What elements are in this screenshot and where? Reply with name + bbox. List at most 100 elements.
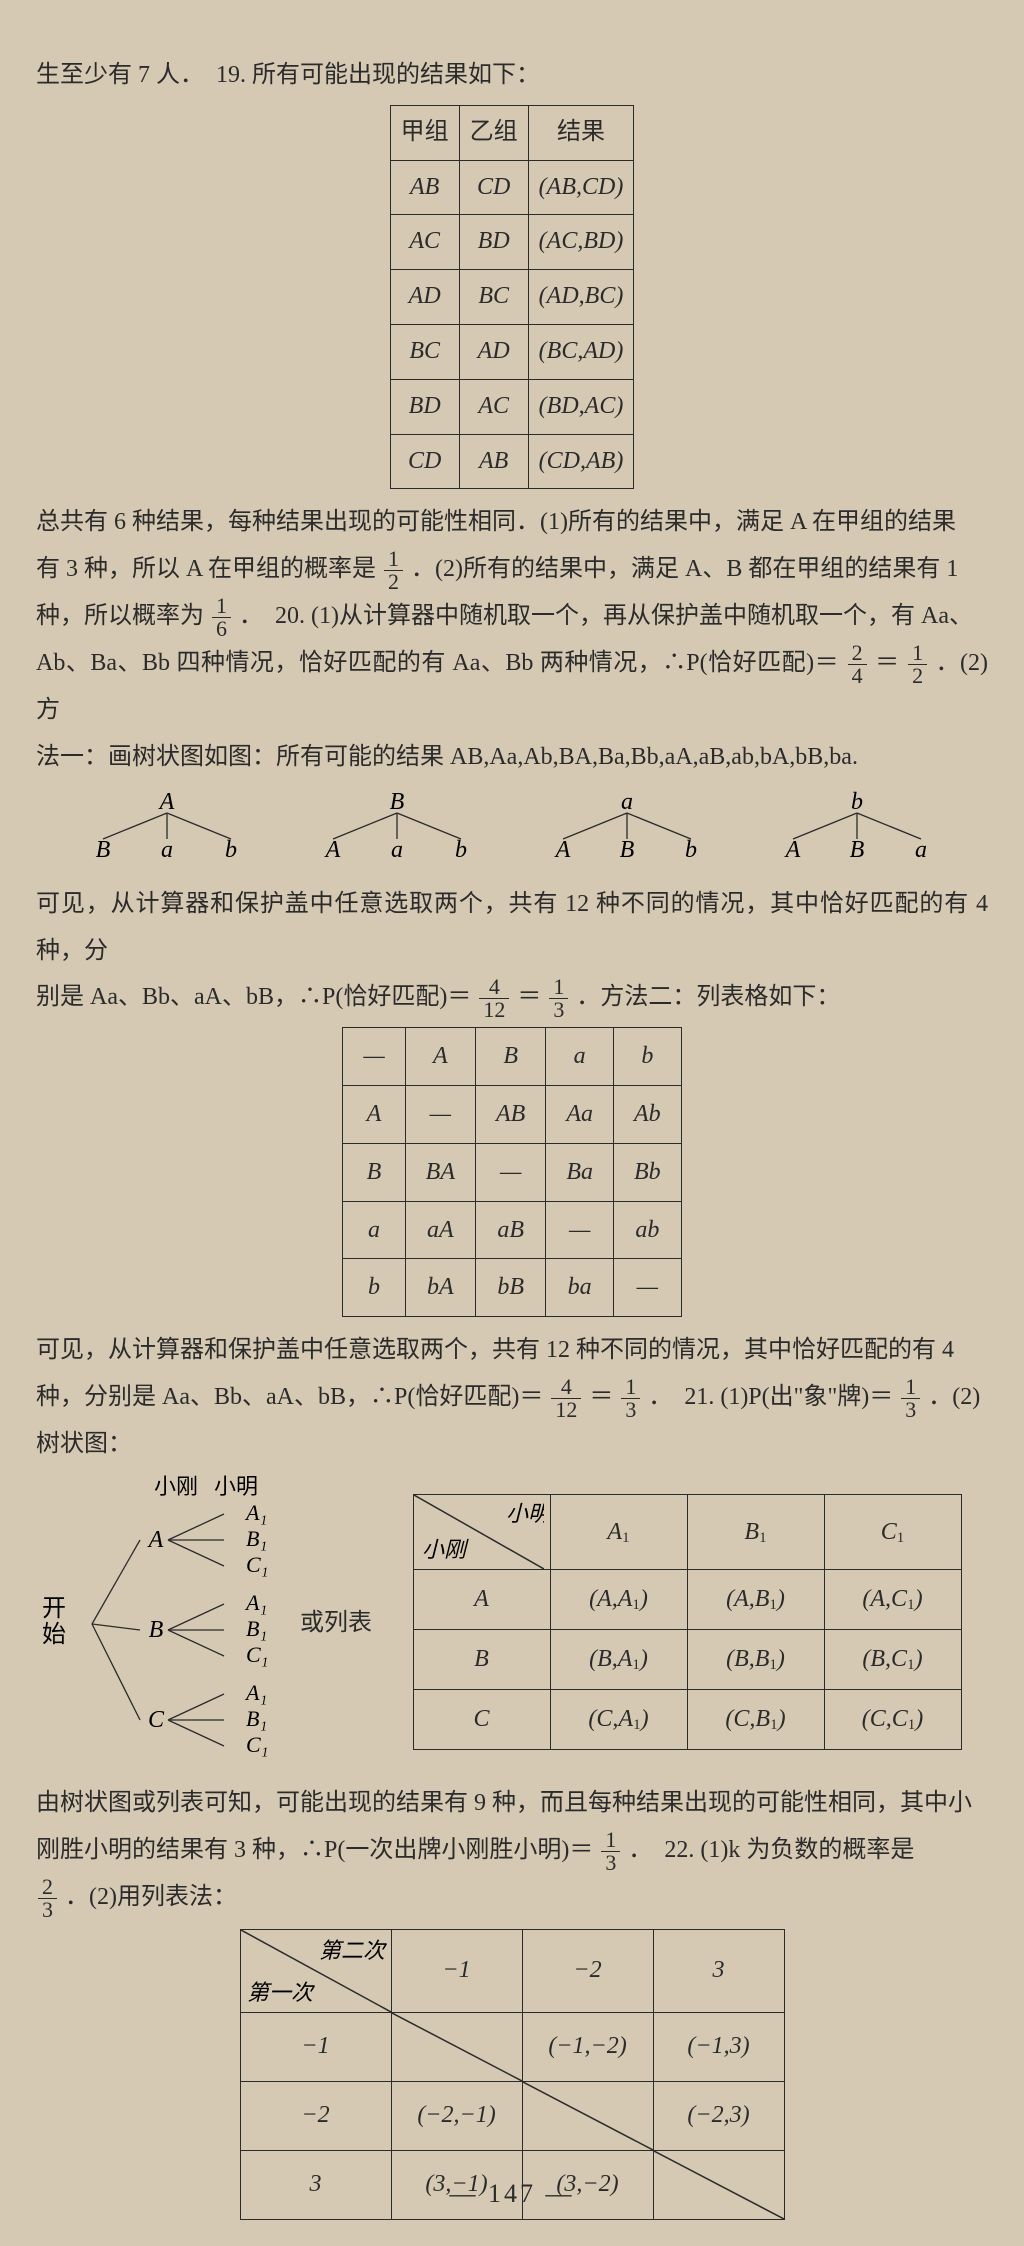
text: 种，所以概率为 xyxy=(36,603,204,629)
svg-text:A: A xyxy=(147,1527,164,1553)
svg-text:A₁: A₁ xyxy=(244,1680,267,1705)
corner-cell: 小明 小刚 xyxy=(413,1495,550,1570)
cell: (−2,−1) xyxy=(391,2081,522,2150)
text: Ab、Ba、Bb 四种情况，恰好匹配的有 Aa、Bb 两种情况，∴P(恰好匹配)… xyxy=(36,650,839,676)
svg-text:b: b xyxy=(225,837,237,863)
cell: (−1,−2) xyxy=(522,2012,653,2081)
text: 有 3 种，所以 A 在甲组的概率是 xyxy=(36,556,376,582)
cell: Ba xyxy=(546,1143,614,1201)
svg-text:C₁: C₁ xyxy=(246,1552,268,1577)
cell: (C,C1) xyxy=(824,1689,961,1749)
cell: CD xyxy=(390,434,459,489)
svg-text:C: C xyxy=(148,1707,165,1733)
table-2: —ABab A—ABAaAb BBA—BaBb aaAaB—ab bbAbBba… xyxy=(342,1027,681,1317)
cell: — xyxy=(476,1143,546,1201)
fraction: 412 xyxy=(479,976,509,1021)
cell: ab xyxy=(614,1201,682,1259)
text: ． 22. (1)k 为负数的概率是 xyxy=(628,1837,914,1863)
svg-text:a: a xyxy=(391,837,403,863)
col-hdr: −2 xyxy=(522,1929,653,2012)
cell: (BD,AC) xyxy=(528,379,634,434)
page-number: — 147 — xyxy=(0,2169,1024,2220)
cell: AD xyxy=(390,270,459,325)
cell: BD xyxy=(390,379,459,434)
big-tree-diagram: 小刚小明开始AA₁B₁C₁BA₁B₁C₁CA₁B₁C₁ xyxy=(36,1474,286,1774)
svg-text:b: b xyxy=(685,837,697,863)
tree-icon: aABb xyxy=(527,789,727,875)
cell: b xyxy=(343,1259,405,1317)
svg-text:B: B xyxy=(850,837,865,863)
svg-text:B: B xyxy=(96,837,111,863)
fraction: 13 xyxy=(549,976,568,1021)
svg-text:B: B xyxy=(390,789,405,815)
cell: (A,C1) xyxy=(824,1570,961,1630)
svg-text:B₁: B₁ xyxy=(246,1526,267,1551)
cell-diag xyxy=(391,2012,522,2081)
cell: (B,C1) xyxy=(824,1629,961,1689)
svg-text:B: B xyxy=(620,837,635,863)
svg-text:B₁: B₁ xyxy=(246,1706,267,1731)
cell: AC xyxy=(390,215,459,270)
col-hdr: A1 xyxy=(550,1495,687,1570)
cell: (BC,AD) xyxy=(528,324,634,379)
svg-text:始: 始 xyxy=(42,1621,66,1648)
cell: B xyxy=(476,1028,546,1086)
text: 由树状图或列表可知，可能出现的结果有 9 种，而且每种结果出现的可能性相同，其中… xyxy=(36,1790,972,1816)
cell: AB xyxy=(390,160,459,215)
cell-diag xyxy=(522,2081,653,2150)
cell: CD xyxy=(459,160,528,215)
cell: (A,A1) xyxy=(550,1570,687,1630)
svg-text:A: A xyxy=(324,837,341,863)
cell: a xyxy=(546,1028,614,1086)
cell: — xyxy=(546,1201,614,1259)
cell: ba xyxy=(546,1259,614,1317)
cell: (AB,CD) xyxy=(528,160,634,215)
col-hdr: B1 xyxy=(687,1495,824,1570)
tree-diagram-row: ABabBAabaABbbABa xyxy=(36,789,988,875)
svg-text:A: A xyxy=(554,837,571,863)
fraction: 12 xyxy=(384,548,403,593)
cell: (C,A1) xyxy=(550,1689,687,1749)
text: 可见，从计算器和保护盖中任意选取两个，共有 12 种不同的情况，其中恰好匹配的有… xyxy=(36,891,988,964)
svg-text:A: A xyxy=(158,789,175,815)
cell: Aa xyxy=(546,1086,614,1144)
corner-cell: 第二次 第一次 xyxy=(240,1929,391,2012)
svg-text:A₁: A₁ xyxy=(244,1500,267,1525)
svg-text:b: b xyxy=(851,789,863,815)
cell: bB xyxy=(476,1259,546,1317)
paragraph: 有 3 种，所以 A 在甲组的概率是 12 ．(2)所有的结果中，满足 A、B … xyxy=(36,546,988,593)
paragraph: 刚胜小明的结果有 3 种，∴P(一次出牌小刚胜小明)＝ 13 ． 22. (1)… xyxy=(36,1827,988,1874)
svg-text:B₁: B₁ xyxy=(246,1616,267,1641)
cell: BD xyxy=(459,215,528,270)
corner-left: 小刚 xyxy=(422,1537,469,1562)
cell: a xyxy=(343,1201,405,1259)
fraction: 13 xyxy=(901,1376,920,1421)
paragraph: 法一：画树状图如图：所有可能的结果 AB,Aa,Ab,BA,Ba,Bb,aA,a… xyxy=(36,734,988,781)
col-hdr: −1 xyxy=(391,1929,522,2012)
row-hdr: −2 xyxy=(240,2081,391,2150)
svg-text:小刚: 小刚 xyxy=(154,1474,198,1499)
table-3: 小明 小刚 A1 B1 C1 A(A,A1)(A,B1)(A,C1) B(B,A… xyxy=(413,1494,962,1749)
svg-text:C₁: C₁ xyxy=(246,1732,268,1757)
cell: (B,A1) xyxy=(550,1629,687,1689)
svg-text:a: a xyxy=(915,837,927,863)
text: 种，分别是 Aa、Bb、aA、bB，∴P(恰好匹配)＝ xyxy=(36,1384,543,1410)
table-1: 甲组乙组结果 ABCD(AB,CD) ACBD(AC,BD) ADBC(AD,B… xyxy=(390,105,635,490)
cell: (CD,AB) xyxy=(528,434,634,489)
cell: (B,B1) xyxy=(687,1629,824,1689)
svg-text:B: B xyxy=(149,1617,164,1643)
paragraph: 树状图： xyxy=(36,1421,988,1468)
svg-text:开: 开 xyxy=(42,1596,66,1622)
col-hdr: C1 xyxy=(824,1495,961,1570)
text: 可见，从计算器和保护盖中任意选取两个，共有 12 种不同的情况，其中恰好匹配的有… xyxy=(36,1337,954,1363)
cell: BC xyxy=(390,324,459,379)
text: ．方法二：列表格如下： xyxy=(576,984,840,1010)
tree-icon: b A Ba xyxy=(757,789,957,875)
cell: — xyxy=(343,1028,405,1086)
fraction: 13 xyxy=(601,1829,620,1874)
text: ． 21. (1)P(出"象"牌)＝ xyxy=(648,1384,893,1410)
text: ＝ xyxy=(589,1384,613,1410)
svg-text:A: A xyxy=(784,837,801,863)
cell: AC xyxy=(459,379,528,434)
cell: AD xyxy=(459,324,528,379)
